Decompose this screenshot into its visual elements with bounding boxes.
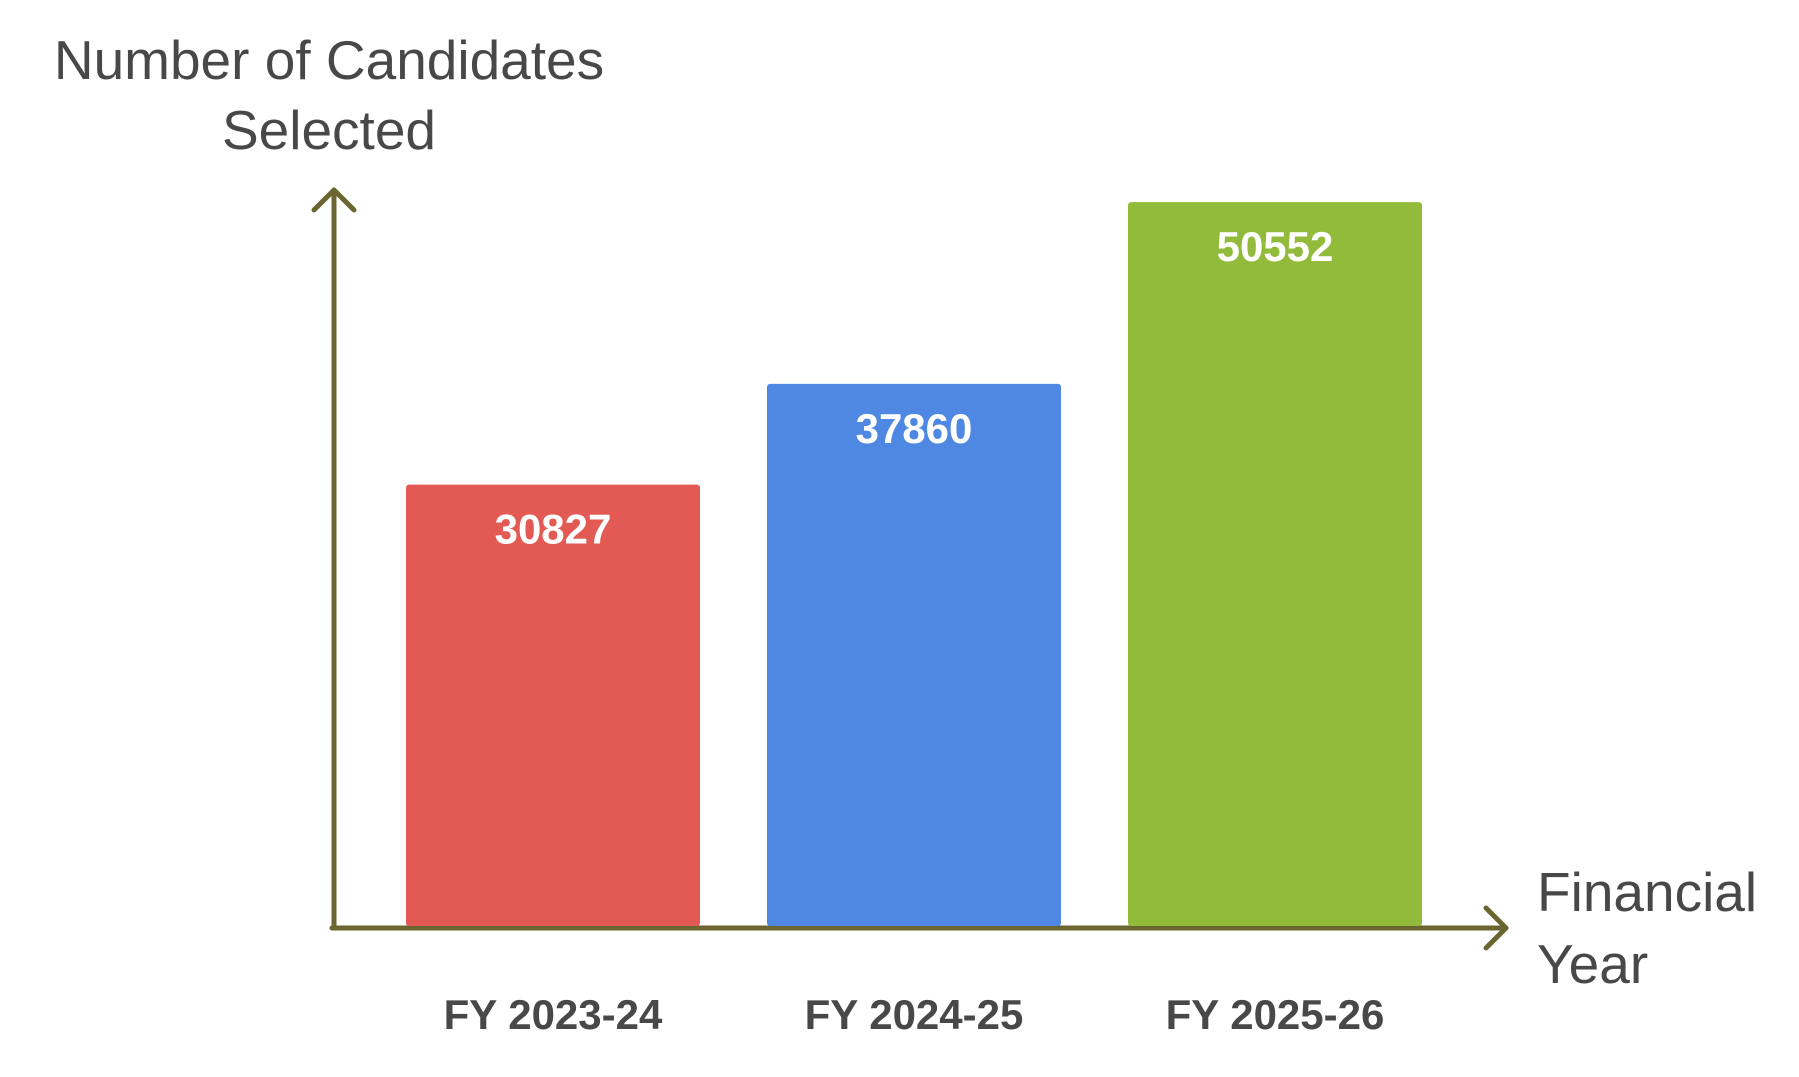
y-axis-arrow <box>311 187 357 213</box>
x-tick-label: FY 2025-26 <box>1166 991 1385 1038</box>
bar <box>1128 202 1422 926</box>
x-axis-title: Financial Year <box>1537 861 1758 995</box>
axes <box>311 187 1509 951</box>
x-tick-label: FY 2023-24 <box>444 991 663 1038</box>
x-tick-label: FY 2024-25 <box>805 991 1024 1038</box>
value-label: 50552 <box>1217 223 1334 270</box>
x-axis-arrow <box>1483 905 1509 951</box>
value-label: 37860 <box>856 405 973 452</box>
bar <box>767 383 1061 927</box>
bars: 30827 FY 2023-24 37860 FY 2024-25 50552 FY 20… <box>406 202 1422 1038</box>
value-label: 30827 <box>495 506 612 553</box>
y-axis-title: Number of Candidates Selected <box>53 29 605 161</box>
bar <box>406 484 700 926</box>
